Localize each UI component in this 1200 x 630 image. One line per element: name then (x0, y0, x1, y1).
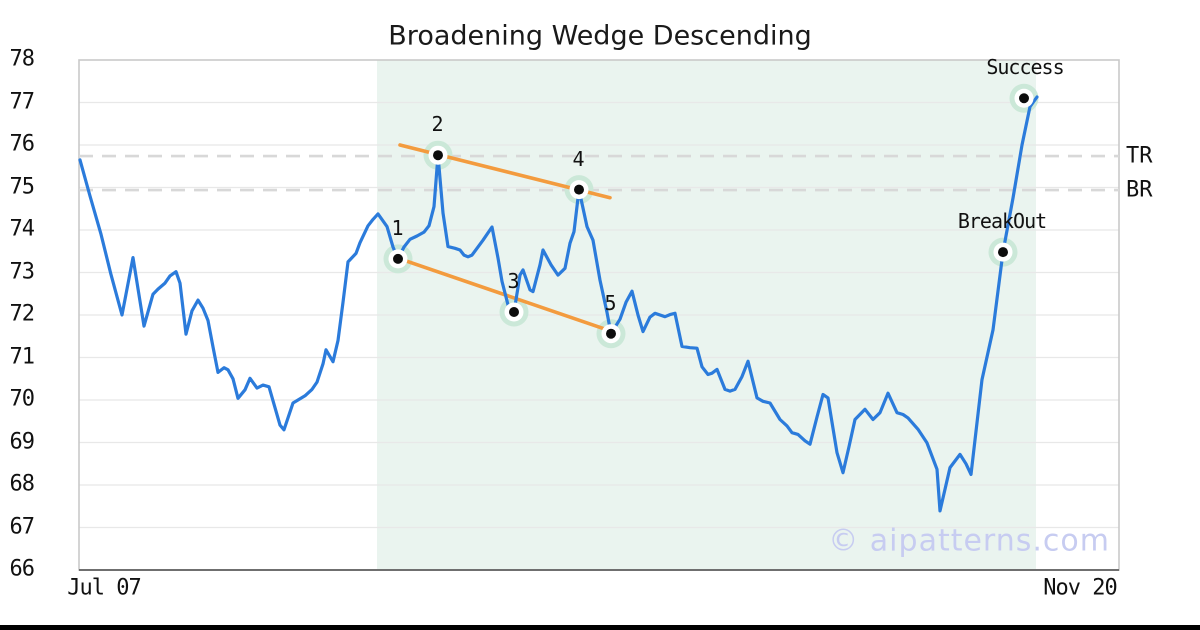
marker-dot-2 (433, 150, 443, 161)
y-tick-77: 77 (9, 89, 36, 114)
marker-dot-1 (393, 253, 403, 264)
annotation-success: Success (986, 55, 1064, 80)
watermark: © aipatterns.com (828, 523, 1110, 559)
y-tick-75: 75 (9, 174, 36, 199)
target-line-label-tr: TR (1126, 143, 1153, 169)
price-line-price (78, 95, 1039, 513)
annotation-2: 2 (431, 112, 443, 137)
marker-dot-success (1019, 93, 1029, 104)
breakout-line-label-br: BR (1126, 177, 1153, 203)
y-tick-76: 76 (9, 131, 36, 157)
bottom-bar (0, 625, 1200, 630)
y-tick-71: 71 (9, 344, 36, 369)
y-tick-69: 69 (9, 429, 36, 454)
annotation-3: 3 (507, 269, 519, 294)
y-tick-67: 67 (9, 514, 36, 539)
chart-title: Broadening Wedge Descending (388, 20, 812, 52)
annotation-5: 5 (604, 290, 616, 315)
marker-dot-breakout (998, 247, 1008, 258)
marker-dot-3 (509, 307, 519, 318)
y-tick-74: 74 (9, 216, 36, 242)
marker-dot-4 (574, 184, 584, 195)
y-tick-72: 72 (9, 301, 36, 327)
annotation-breakout: BreakOut (957, 209, 1047, 234)
trendline-lower-descending (392, 254, 608, 332)
x-tick-start-date: Jul 07 (67, 575, 141, 601)
marker-dot-5 (606, 328, 616, 339)
x-tick-end-date: Nov 20 (1043, 575, 1117, 601)
y-tick-70: 70 (9, 386, 36, 412)
y-tick-78: 78 (9, 46, 36, 72)
y-tick-68: 68 (9, 471, 36, 497)
annotation-4: 4 (572, 146, 584, 171)
y-tick-66: 66 (9, 556, 36, 582)
y-tick-73: 73 (9, 259, 36, 284)
annotation-1: 1 (391, 215, 403, 240)
